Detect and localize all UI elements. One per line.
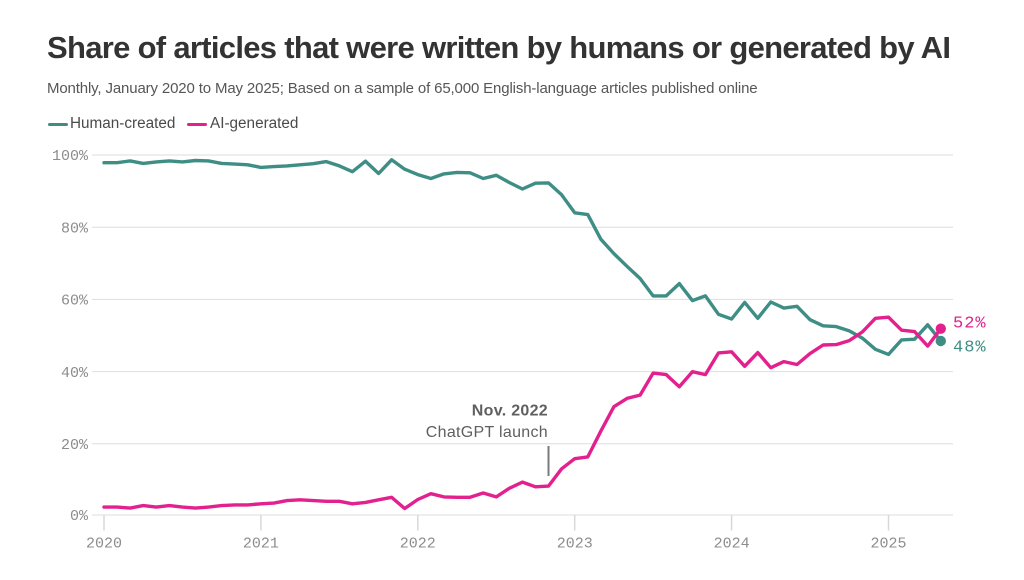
svg-text:60%: 60% (61, 293, 89, 310)
svg-text:40%: 40% (61, 365, 89, 382)
svg-text:52%: 52% (953, 315, 987, 334)
svg-text:100%: 100% (52, 148, 89, 165)
svg-text:ChatGPT launch: ChatGPT launch (426, 424, 548, 441)
svg-text:48%: 48% (953, 339, 987, 358)
svg-text:2024: 2024 (714, 536, 750, 553)
svg-text:2020: 2020 (86, 536, 122, 553)
svg-text:Nov. 2022: Nov. 2022 (472, 403, 548, 420)
svg-text:2025: 2025 (870, 536, 906, 553)
svg-text:2021: 2021 (243, 536, 279, 553)
svg-text:20%: 20% (61, 437, 89, 454)
svg-text:2023: 2023 (557, 536, 593, 553)
svg-text:2022: 2022 (400, 536, 436, 553)
svg-text:80%: 80% (61, 220, 89, 237)
svg-text:0%: 0% (70, 508, 89, 525)
